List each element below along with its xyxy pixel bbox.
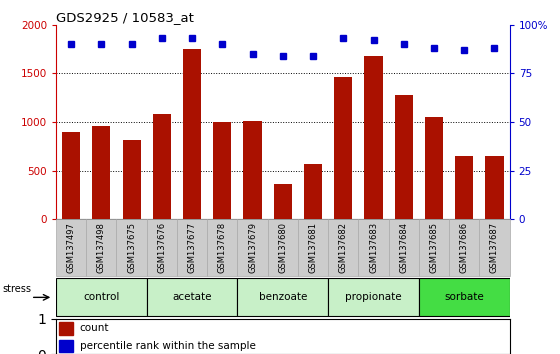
- Text: GSM137687: GSM137687: [490, 222, 499, 273]
- Bar: [62, 132, 80, 219]
- Bar: [183, 49, 201, 219]
- Bar: [304, 164, 322, 219]
- Bar: [56, 219, 86, 276]
- Bar: [59, 340, 73, 352]
- Bar: [389, 219, 419, 276]
- Text: GSM137678: GSM137678: [218, 222, 227, 273]
- Text: control: control: [83, 292, 119, 302]
- Bar: [419, 278, 510, 316]
- Text: percentile rank within the sample: percentile rank within the sample: [80, 341, 255, 351]
- Bar: [213, 122, 231, 219]
- Bar: [486, 156, 503, 219]
- Bar: [116, 219, 147, 276]
- Text: count: count: [80, 323, 109, 333]
- Bar: [207, 219, 237, 276]
- Bar: [395, 95, 413, 219]
- Text: GSM137498: GSM137498: [97, 222, 106, 273]
- Bar: [237, 219, 268, 276]
- Bar: [244, 121, 262, 219]
- Bar: [425, 117, 443, 219]
- Bar: [365, 56, 382, 219]
- Bar: [328, 278, 419, 316]
- Bar: [274, 184, 292, 219]
- Bar: [334, 78, 352, 219]
- Text: GDS2925 / 10583_at: GDS2925 / 10583_at: [56, 11, 194, 24]
- Bar: [455, 156, 473, 219]
- Bar: [147, 278, 237, 316]
- Text: GSM137685: GSM137685: [430, 222, 438, 273]
- Bar: [86, 219, 116, 276]
- Text: GSM137682: GSM137682: [339, 222, 348, 273]
- Bar: [479, 219, 510, 276]
- Bar: [237, 278, 328, 316]
- Text: sorbate: sorbate: [445, 292, 484, 302]
- Text: GSM137679: GSM137679: [248, 222, 257, 273]
- Bar: [358, 219, 389, 276]
- Text: acetate: acetate: [172, 292, 212, 302]
- Text: GSM137684: GSM137684: [399, 222, 408, 273]
- Bar: [419, 219, 449, 276]
- Text: GSM137686: GSM137686: [460, 222, 469, 273]
- Bar: [123, 139, 141, 219]
- Text: GSM137681: GSM137681: [309, 222, 318, 273]
- Bar: [328, 219, 358, 276]
- Text: stress: stress: [3, 284, 32, 294]
- Bar: [449, 219, 479, 276]
- Text: GSM137680: GSM137680: [278, 222, 287, 273]
- Bar: [177, 219, 207, 276]
- Text: GSM137497: GSM137497: [67, 222, 76, 273]
- Bar: [56, 278, 147, 316]
- Text: propionate: propionate: [345, 292, 402, 302]
- Text: GSM137675: GSM137675: [127, 222, 136, 273]
- Bar: [59, 322, 73, 335]
- Text: GSM137676: GSM137676: [157, 222, 166, 273]
- Text: GSM137677: GSM137677: [188, 222, 197, 273]
- Bar: [298, 219, 328, 276]
- Text: benzoate: benzoate: [259, 292, 307, 302]
- Bar: [92, 126, 110, 219]
- Bar: [147, 219, 177, 276]
- Bar: [153, 114, 171, 219]
- Bar: [268, 219, 298, 276]
- Text: GSM137683: GSM137683: [369, 222, 378, 273]
